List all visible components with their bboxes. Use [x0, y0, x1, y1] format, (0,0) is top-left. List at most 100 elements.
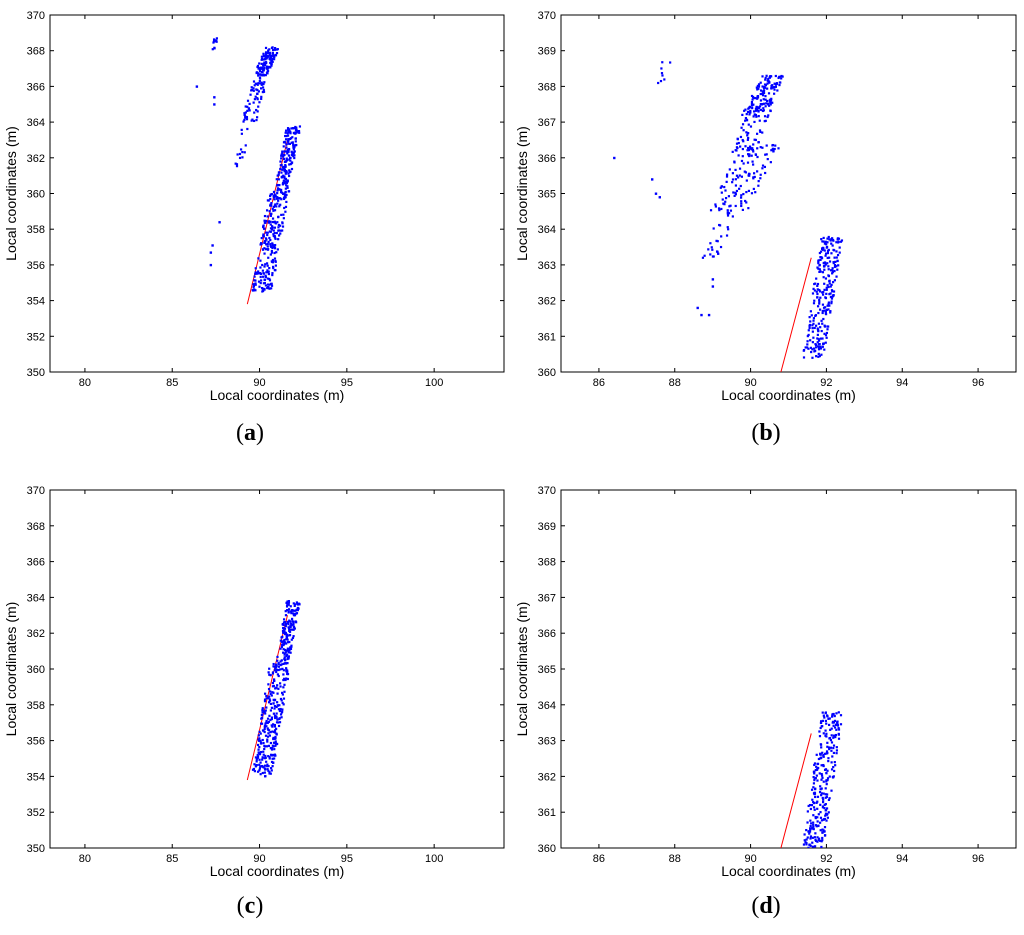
data-point — [806, 836, 809, 839]
data-point — [261, 738, 264, 742]
data-point — [281, 151, 284, 154]
data-point — [254, 82, 257, 85]
data-point — [273, 209, 277, 212]
data-point — [290, 645, 293, 648]
data-point — [264, 55, 267, 58]
data-point — [737, 154, 740, 157]
data-point — [737, 176, 740, 179]
data-point — [816, 292, 819, 296]
data-point — [270, 260, 273, 263]
data-point — [285, 200, 288, 204]
data-point — [764, 153, 767, 156]
data-point — [277, 687, 280, 690]
y-tick-label: 364 — [27, 592, 45, 604]
data-point — [285, 633, 289, 636]
data-point — [279, 647, 282, 650]
data-point — [282, 662, 285, 666]
data-point — [816, 840, 819, 843]
data-point — [809, 837, 812, 840]
data-point — [758, 129, 762, 132]
data-point — [711, 285, 715, 288]
data-point — [726, 214, 730, 217]
data-point — [744, 117, 748, 120]
y-axis-label: Local coordinates (m) — [3, 602, 19, 737]
data-point — [296, 607, 299, 611]
caption-close: ) — [255, 893, 263, 919]
data-point — [285, 129, 288, 132]
data-point — [268, 755, 271, 759]
data-point — [268, 266, 271, 270]
data-point — [291, 151, 294, 154]
data-point — [747, 148, 751, 152]
data-point — [277, 226, 280, 229]
data-point — [259, 275, 262, 279]
data-point — [266, 69, 270, 72]
caption-open: ( — [236, 420, 244, 446]
data-point — [812, 317, 816, 320]
data-point — [740, 126, 743, 129]
data-point — [285, 637, 288, 641]
data-point — [269, 731, 272, 734]
data-point — [263, 700, 267, 703]
data-point — [815, 801, 818, 804]
data-point — [265, 719, 268, 723]
data-point — [211, 48, 214, 51]
data-point — [831, 272, 834, 275]
data-point — [819, 270, 822, 273]
data-point — [822, 792, 825, 795]
y-tick-label: 362 — [538, 771, 556, 783]
data-point — [817, 355, 820, 358]
data-point — [752, 163, 755, 166]
data-point — [817, 259, 820, 262]
data-point — [831, 238, 834, 242]
data-point — [270, 724, 273, 727]
data-point — [288, 163, 291, 166]
data-point — [821, 831, 824, 834]
data-point — [814, 817, 817, 820]
data-point — [752, 187, 755, 191]
data-point — [747, 207, 750, 210]
plot-area — [246, 599, 301, 781]
data-point — [736, 137, 739, 140]
data-point — [826, 777, 830, 780]
data-point — [756, 170, 759, 173]
data-point — [741, 208, 744, 211]
data-point — [296, 603, 300, 606]
data-point — [701, 256, 705, 259]
data-point — [769, 103, 772, 106]
data-point — [284, 625, 287, 628]
data-point — [261, 90, 264, 94]
data-point — [826, 793, 829, 796]
data-point — [751, 106, 754, 110]
data-point — [811, 348, 814, 351]
data-point — [758, 119, 761, 122]
data-point — [774, 85, 778, 88]
data-point — [261, 758, 264, 761]
data-point — [807, 329, 810, 332]
data-point — [257, 280, 261, 283]
panel-c: 80 85 90 95 10035035235435635836036236436636… — [3, 485, 505, 919]
data-point — [840, 239, 844, 242]
data-point — [814, 832, 817, 835]
data-point — [752, 143, 755, 146]
data-point — [828, 280, 831, 283]
data-point — [817, 348, 821, 351]
data-point — [256, 92, 259, 95]
data-point — [253, 275, 256, 278]
data-point — [269, 66, 272, 69]
data-point — [833, 249, 836, 252]
data-point — [835, 241, 838, 244]
data-point — [272, 737, 275, 741]
data-point — [262, 224, 265, 227]
data-point — [733, 194, 736, 197]
data-point — [276, 248, 279, 251]
data-point — [825, 336, 828, 339]
data-point — [273, 193, 276, 196]
data-point — [809, 807, 812, 811]
data-point — [269, 753, 273, 756]
data-point — [720, 191, 723, 194]
data-point — [290, 638, 293, 641]
data-point — [819, 326, 822, 329]
data-point — [285, 670, 288, 673]
plot-frame — [560, 489, 1017, 849]
